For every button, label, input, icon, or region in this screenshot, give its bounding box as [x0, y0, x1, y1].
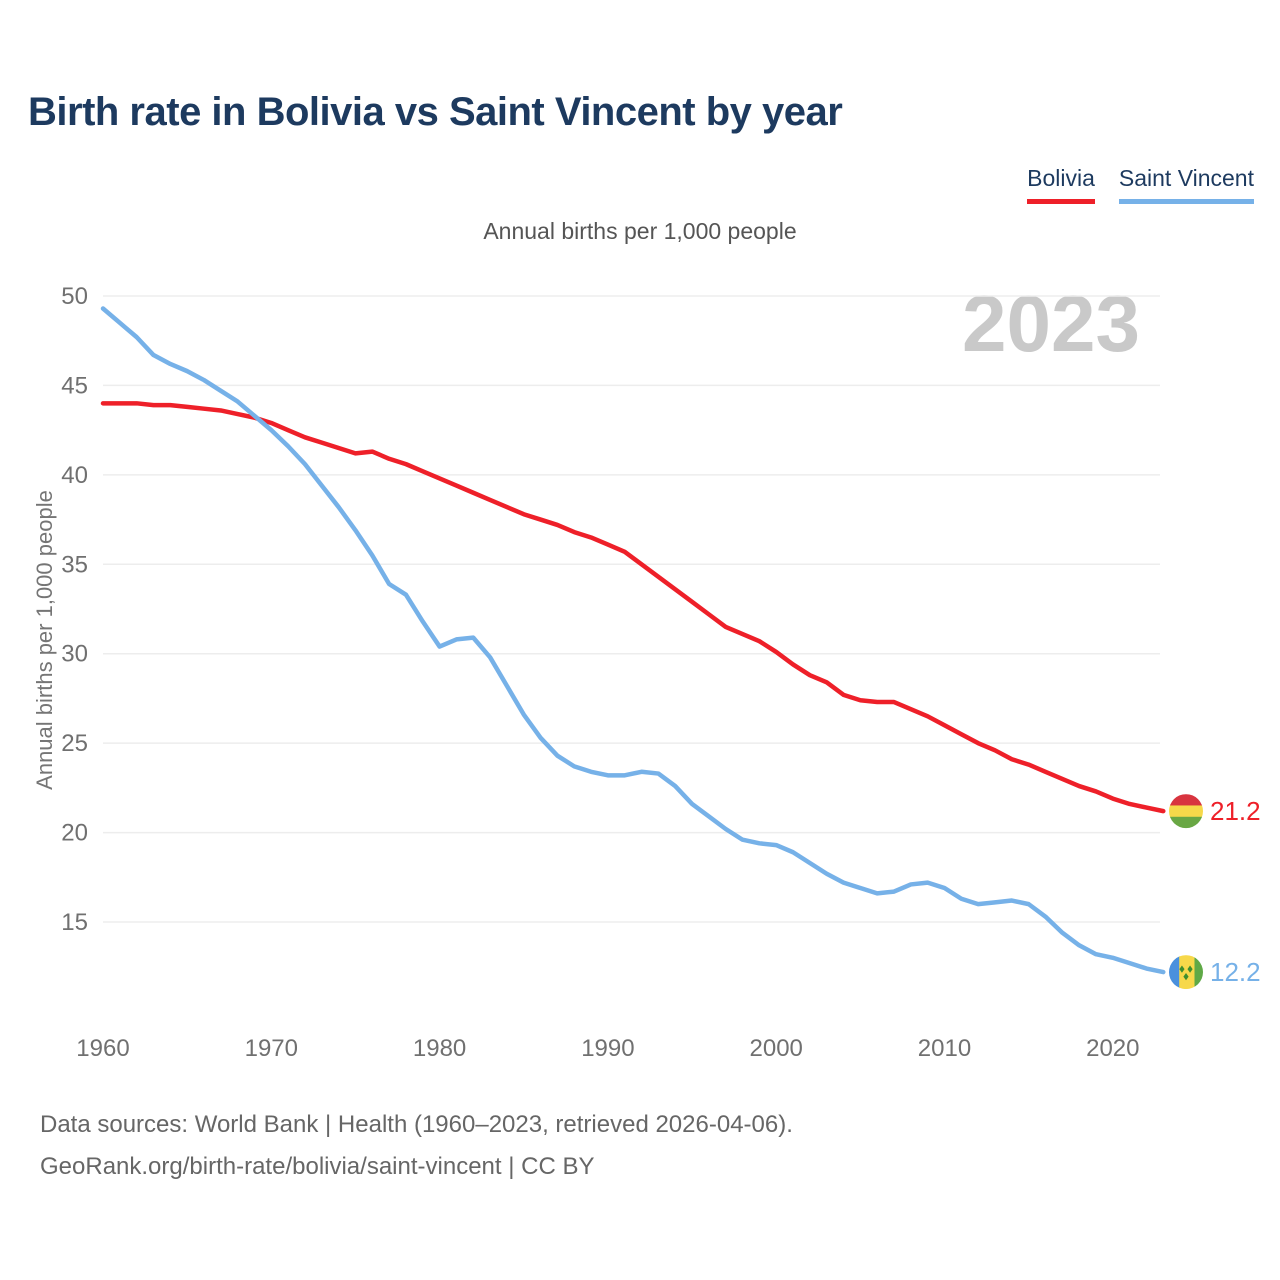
chart-legend: Bolivia Saint Vincent	[1027, 165, 1254, 204]
bolivia-end-value-label: 21.2	[1210, 796, 1261, 826]
legend-item-bolivia[interactable]: Bolivia	[1027, 165, 1095, 204]
footer-attribution: GeoRank.org/birth-rate/bolivia/saint-vin…	[40, 1153, 595, 1180]
y-tick-label: 35	[61, 551, 88, 578]
y-tick-label: 25	[61, 730, 88, 757]
footer: Data sources: World Bank | Health (1960–…	[40, 1104, 793, 1188]
x-tick-label: 1960	[76, 1035, 129, 1062]
legend-label-saint-vincent: Saint Vincent	[1118, 165, 1254, 191]
saint-vincent-flag-icon	[1169, 955, 1203, 990]
saint-vincent-line[interactable]	[100, 306, 1166, 975]
page-title: Birth rate in Bolivia vs Saint Vincent b…	[28, 90, 843, 134]
bolivia-flag-icon	[1169, 794, 1203, 829]
x-tick-label: 2010	[918, 1035, 971, 1062]
y-tick-label: 20	[61, 820, 88, 847]
x-tick-label: 2020	[1086, 1035, 1139, 1062]
y-tick-label: 45	[61, 372, 88, 399]
legend-item-saint-vincent[interactable]: Saint Vincent	[1118, 165, 1254, 204]
x-tick-label: 1970	[245, 1035, 298, 1062]
x-tick-label: 2000	[750, 1035, 803, 1062]
y-tick-label: 30	[61, 641, 88, 668]
footer-sources: Data sources: World Bank | Health (1960–…	[40, 1111, 793, 1138]
y-tick-label: 50	[61, 283, 88, 310]
x-tick-label: 1980	[413, 1035, 466, 1062]
bolivia-line[interactable]	[100, 401, 1166, 814]
chart-subtitle: Annual births per 1,000 people	[483, 218, 797, 244]
saint-vincent-end-value-label: 12.2	[1210, 957, 1261, 987]
watermark-year: 2023	[962, 279, 1140, 368]
legend-label-bolivia: Bolivia	[1027, 165, 1095, 191]
y-tick-label: 15	[61, 909, 88, 936]
y-tick-label: 40	[61, 462, 88, 489]
x-tick-label: 1990	[581, 1035, 634, 1062]
